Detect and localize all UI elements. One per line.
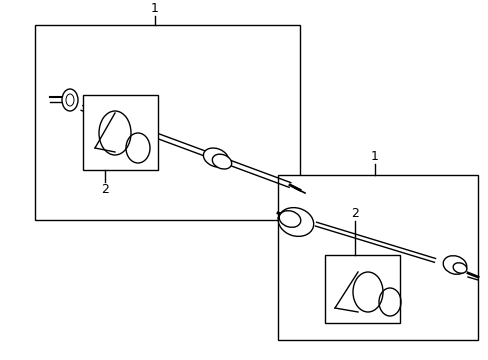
Bar — [278, 175, 477, 340]
Text: 1: 1 — [370, 150, 378, 163]
Ellipse shape — [66, 94, 74, 106]
Ellipse shape — [442, 256, 466, 274]
Ellipse shape — [212, 154, 231, 169]
Text: 2: 2 — [350, 207, 358, 220]
Ellipse shape — [203, 148, 228, 167]
Ellipse shape — [279, 211, 300, 227]
Ellipse shape — [62, 89, 78, 111]
Bar — [35, 25, 299, 220]
Ellipse shape — [452, 263, 466, 273]
Text: 1: 1 — [151, 2, 159, 15]
Bar — [83, 95, 158, 170]
Ellipse shape — [141, 125, 149, 135]
Text: 2: 2 — [101, 183, 109, 196]
Bar — [325, 255, 399, 323]
Ellipse shape — [278, 208, 313, 237]
